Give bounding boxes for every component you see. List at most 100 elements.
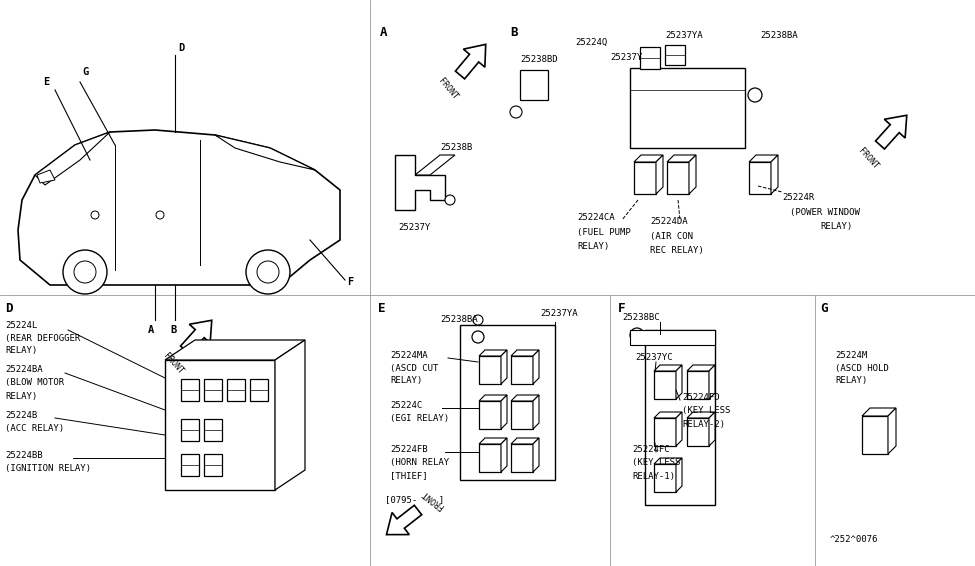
Circle shape: [63, 250, 107, 294]
Polygon shape: [687, 412, 715, 418]
Bar: [511, 444, 533, 472]
Bar: [479, 356, 501, 384]
Circle shape: [510, 106, 522, 118]
Bar: [749, 162, 771, 194]
Text: F: F: [347, 277, 353, 287]
Polygon shape: [876, 115, 907, 149]
Bar: [479, 444, 501, 472]
Polygon shape: [749, 155, 778, 162]
Polygon shape: [709, 365, 715, 399]
Text: (HORN RELAY: (HORN RELAY: [390, 458, 449, 468]
Bar: [227, 379, 245, 401]
Text: (EGI RELAY): (EGI RELAY): [390, 414, 449, 422]
Polygon shape: [511, 438, 539, 444]
Text: (POWER WINDOW: (POWER WINDOW: [790, 208, 860, 217]
Bar: [645, 330, 715, 505]
Circle shape: [472, 331, 484, 343]
Polygon shape: [533, 438, 539, 472]
Bar: [520, 70, 548, 100]
Bar: [640, 47, 660, 69]
Bar: [460, 325, 555, 480]
Polygon shape: [630, 330, 715, 345]
Text: 25238BC: 25238BC: [622, 314, 660, 323]
Polygon shape: [687, 365, 715, 371]
Polygon shape: [501, 395, 507, 429]
Bar: [181, 454, 199, 476]
Text: 25237YA: 25237YA: [665, 31, 703, 40]
Text: (BLOW MOTOR: (BLOW MOTOR: [5, 379, 64, 388]
Polygon shape: [676, 365, 682, 399]
Text: E: E: [43, 77, 50, 87]
Polygon shape: [165, 340, 305, 360]
Text: (IGNITION RELAY): (IGNITION RELAY): [5, 464, 91, 473]
Bar: [250, 379, 268, 401]
Circle shape: [156, 211, 164, 219]
Bar: [204, 379, 222, 401]
Circle shape: [246, 250, 290, 294]
Text: RELAY): RELAY): [390, 376, 422, 385]
Text: 25224L: 25224L: [5, 320, 37, 329]
Text: (KEY LESS: (KEY LESS: [632, 458, 681, 468]
Bar: [667, 162, 689, 194]
Circle shape: [748, 88, 762, 102]
Text: (ASCD CUT: (ASCD CUT: [390, 363, 439, 372]
Text: RELAY): RELAY): [820, 221, 852, 230]
Bar: [181, 419, 199, 441]
Text: 25238BA: 25238BA: [440, 315, 478, 324]
Text: RELAY): RELAY): [5, 392, 37, 401]
Text: [THIEF]: [THIEF]: [390, 471, 428, 481]
Text: 25238BA: 25238BA: [760, 31, 798, 40]
Bar: [204, 454, 222, 476]
Text: (ACC RELAY): (ACC RELAY): [5, 423, 64, 432]
Polygon shape: [386, 505, 422, 535]
Text: 25237Y: 25237Y: [610, 54, 643, 62]
Polygon shape: [180, 320, 212, 354]
Text: E: E: [378, 302, 385, 315]
Polygon shape: [415, 155, 455, 175]
Polygon shape: [511, 395, 539, 401]
Text: REC RELAY): REC RELAY): [650, 246, 704, 255]
Text: 25224M: 25224M: [835, 350, 867, 359]
Polygon shape: [215, 135, 315, 170]
Bar: [862, 416, 888, 454]
Text: ^252^0076: ^252^0076: [830, 535, 878, 544]
Text: 25224CA: 25224CA: [577, 213, 614, 222]
Text: 25224FC: 25224FC: [632, 445, 670, 454]
Polygon shape: [676, 412, 682, 446]
Bar: [654, 371, 676, 399]
Text: 25224R: 25224R: [782, 194, 814, 203]
Text: 25237YC: 25237YC: [635, 354, 673, 362]
Text: RELAY): RELAY): [577, 242, 609, 251]
Text: B: B: [170, 325, 176, 335]
Text: B: B: [510, 25, 518, 38]
Text: A: A: [380, 25, 387, 38]
Polygon shape: [479, 395, 507, 401]
Text: 25237Y: 25237Y: [398, 224, 430, 233]
Text: FRONT: FRONT: [161, 351, 184, 376]
Text: (KEY LESS: (KEY LESS: [682, 406, 730, 415]
Polygon shape: [709, 412, 715, 446]
Text: 25224B: 25224B: [5, 410, 37, 419]
Text: [0795-    ]: [0795- ]: [385, 495, 445, 504]
Text: 25224BA: 25224BA: [5, 366, 43, 375]
Polygon shape: [771, 155, 778, 194]
Text: 25224FB: 25224FB: [390, 445, 428, 454]
Text: (ASCD HOLD: (ASCD HOLD: [835, 363, 889, 372]
Text: 25224MA: 25224MA: [390, 350, 428, 359]
Bar: [654, 464, 676, 492]
Polygon shape: [654, 458, 682, 464]
Bar: [511, 401, 533, 429]
Polygon shape: [676, 458, 682, 492]
Polygon shape: [275, 340, 305, 490]
Polygon shape: [533, 350, 539, 384]
Polygon shape: [501, 438, 507, 472]
Polygon shape: [862, 408, 896, 416]
Text: 25238BD: 25238BD: [520, 55, 558, 65]
Circle shape: [91, 211, 99, 219]
Polygon shape: [37, 170, 55, 183]
Circle shape: [630, 328, 644, 342]
Polygon shape: [654, 365, 682, 371]
Polygon shape: [689, 155, 696, 194]
Polygon shape: [654, 412, 682, 418]
Text: 25224C: 25224C: [390, 401, 422, 409]
